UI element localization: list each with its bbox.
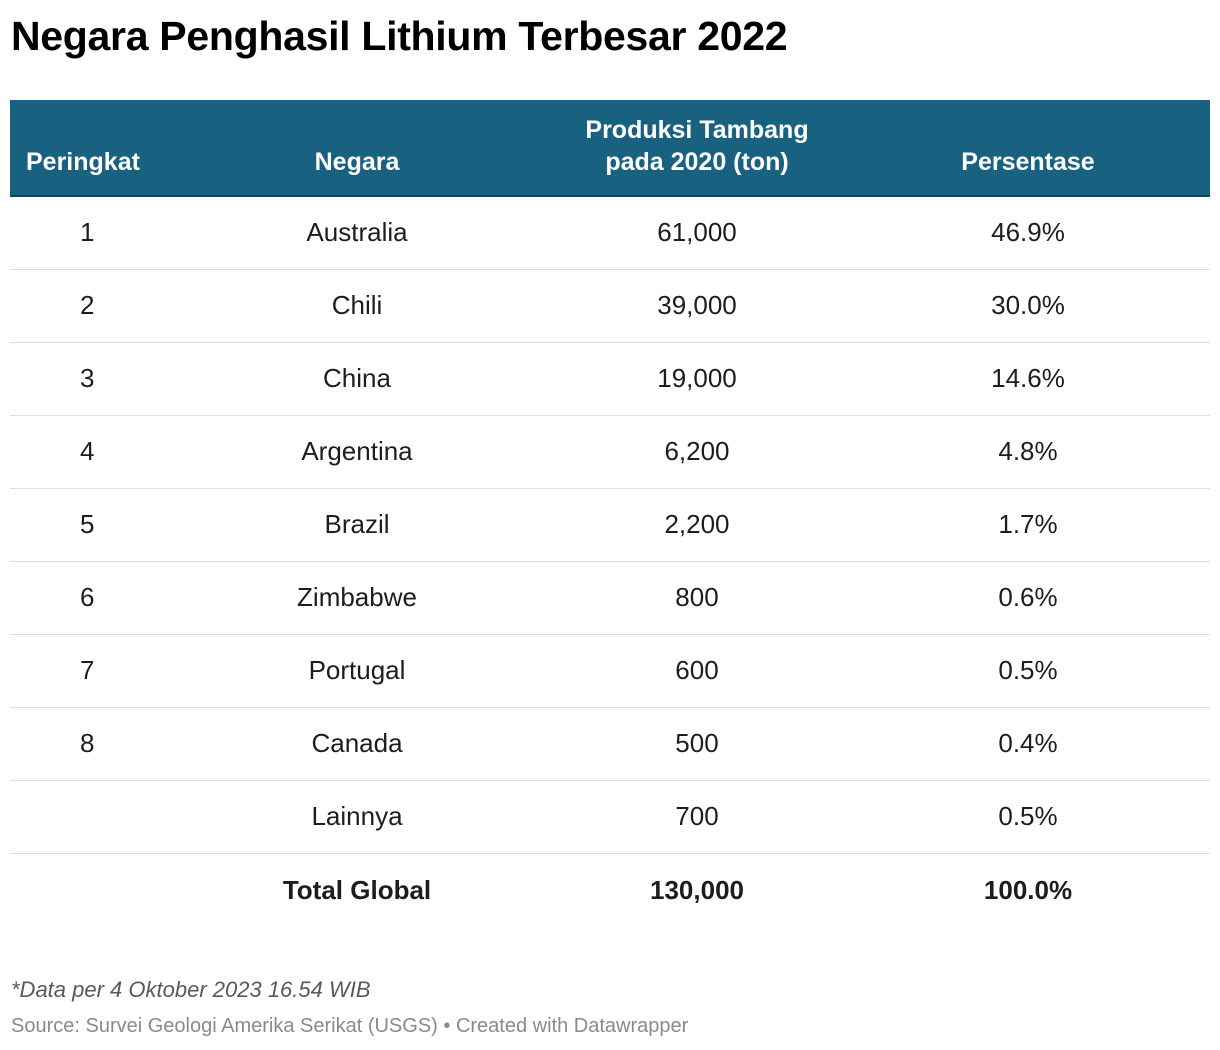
percentage-cell: 0.5% xyxy=(998,655,1058,685)
production-cell: 600 xyxy=(675,655,719,685)
rank-cell: 7 xyxy=(80,655,95,685)
rank-cell: 4 xyxy=(80,436,95,466)
total-label-cell: Total Global xyxy=(282,874,432,905)
table-row: 8 Canada 500 0.4% xyxy=(10,707,1210,780)
rank-cell: 1 xyxy=(80,217,95,248)
header-rank[interactable]: Peringkat xyxy=(10,100,166,197)
header-percentage[interactable]: Persentase xyxy=(846,100,1210,197)
table-row: 7 Portugal 600 0.5% xyxy=(10,634,1210,707)
table-row: 6 Zimbabwe 800 0.6% xyxy=(10,561,1210,634)
table-row: 5 Brazil 2,200 1.7% xyxy=(10,488,1210,561)
table-row: 3 China 19,000 14.6% xyxy=(10,342,1210,415)
data-note: *Data per 4 Oktober 2023 16.54 WIB xyxy=(11,977,371,1002)
total-percentage-cell: 100.0% xyxy=(983,874,1073,905)
header-production-line2: pada 2020 (ton) xyxy=(605,148,789,176)
percentage-cell: 14.6% xyxy=(991,363,1065,393)
percentage-cell: 4.8% xyxy=(998,436,1058,466)
rank-cell: 3 xyxy=(80,363,95,393)
production-cell: 700 xyxy=(675,801,719,831)
rank-cell: 6 xyxy=(80,582,95,612)
source-credit: Source: Survei Geologi Amerika Serikat (… xyxy=(11,1015,689,1037)
production-cell: 39,000 xyxy=(657,290,737,320)
header-production[interactable]: Produksi Tambang pada 2020 (ton) xyxy=(548,100,846,197)
rank-cell: 5 xyxy=(80,509,95,539)
percentage-cell: 0.5% xyxy=(998,801,1058,831)
percentage-cell: 30.0% xyxy=(991,290,1065,320)
production-cell: 61,000 xyxy=(657,217,737,248)
country-cell: China xyxy=(323,363,391,393)
country-cell: Brazil xyxy=(324,509,390,539)
country-cell: Chili xyxy=(331,290,383,320)
total-rank-cell xyxy=(10,853,166,927)
table-row: 4 Argentina 6,200 4.8% xyxy=(10,415,1210,488)
production-cell: 6,200 xyxy=(664,436,730,466)
percentage-cell: 0.6% xyxy=(998,582,1058,612)
lithium-table: Peringkat Negara Produksi Tambang pada 2… xyxy=(10,100,1210,927)
table-header: Peringkat Negara Produksi Tambang pada 2… xyxy=(10,100,1210,197)
total-row: Total Global 130,000 100.0% xyxy=(10,853,1210,927)
total-production-cell: 130,000 xyxy=(650,874,744,905)
percentage-cell: 1.7% xyxy=(998,509,1058,539)
country-cell: Lainnya xyxy=(311,801,403,831)
header-country[interactable]: Negara xyxy=(166,100,548,197)
percentage-cell: 46.9% xyxy=(991,217,1065,248)
percentage-cell: 0.4% xyxy=(998,728,1058,758)
production-cell: 2,200 xyxy=(664,509,730,539)
rank-cell: 8 xyxy=(80,728,95,758)
table-row: 2 Chili 39,000 30.0% xyxy=(10,269,1210,342)
table-body: 1 Australia 61,000 46.9% 2 Chili 39,000 … xyxy=(10,196,1210,927)
country-cell: Zimbabwe xyxy=(297,582,417,612)
header-row: Peringkat Negara Produksi Tambang pada 2… xyxy=(10,100,1210,197)
rank-cell: 2 xyxy=(80,290,95,320)
country-cell: Portugal xyxy=(308,655,406,685)
table-row: 1 Australia 61,000 46.9% xyxy=(10,196,1210,269)
country-cell: Argentina xyxy=(301,436,413,466)
country-cell: Canada xyxy=(311,728,403,758)
header-production-line1: Produksi Tambang xyxy=(585,116,809,144)
rank-cell xyxy=(10,780,166,853)
production-cell: 800 xyxy=(675,582,719,612)
table-row: Lainnya 700 0.5% xyxy=(10,780,1210,853)
production-cell: 19,000 xyxy=(657,363,737,393)
country-cell: Australia xyxy=(306,217,408,248)
lithium-table-container: Peringkat Negara Produksi Tambang pada 2… xyxy=(10,100,1210,927)
production-cell: 500 xyxy=(675,728,719,758)
page-title: Negara Penghasil Lithium Terbesar 2022 xyxy=(11,13,788,59)
